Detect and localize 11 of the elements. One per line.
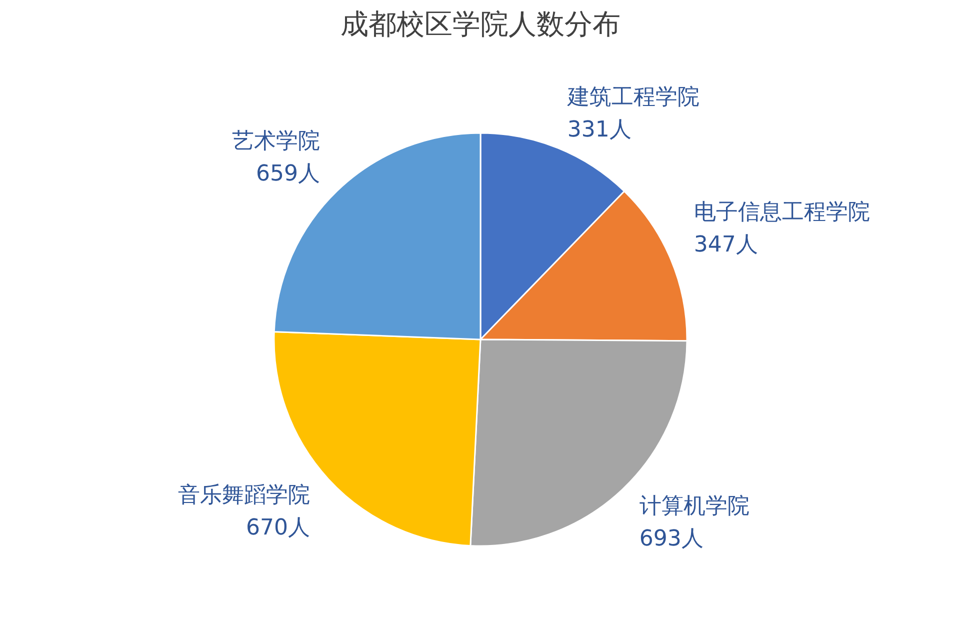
slice-label: 音乐舞蹈学院	[178, 483, 310, 508]
chart-title: 成都校区学院人数分布	[340, 8, 620, 40]
slice-label: 计算机学院	[639, 494, 750, 519]
data-label: 331人	[567, 118, 632, 143]
slice-label: 建筑工程学院	[566, 85, 700, 110]
slice-label: 电子信息工程学院	[694, 200, 870, 225]
slice-label: 艺术学院	[232, 128, 320, 154]
data-label: 693人	[639, 526, 704, 552]
data-label: 659人	[256, 161, 320, 186]
data-label: 347人	[694, 232, 758, 258]
data-label: 670人	[246, 516, 310, 541]
